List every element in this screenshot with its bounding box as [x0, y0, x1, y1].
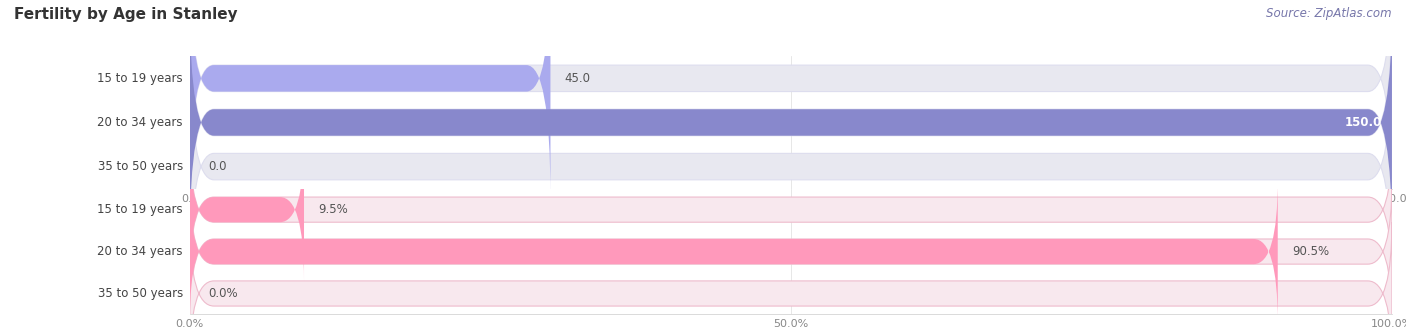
Text: 90.5%: 90.5%: [1292, 245, 1329, 258]
Text: 15 to 19 years: 15 to 19 years: [97, 72, 183, 85]
Text: 20 to 34 years: 20 to 34 years: [97, 116, 183, 129]
FancyBboxPatch shape: [190, 0, 551, 198]
Text: 45.0: 45.0: [565, 72, 591, 85]
Text: 150.0: 150.0: [1346, 116, 1382, 129]
Text: Fertility by Age in Stanley: Fertility by Age in Stanley: [14, 7, 238, 22]
FancyBboxPatch shape: [190, 0, 1392, 198]
Text: 20 to 34 years: 20 to 34 years: [97, 245, 183, 258]
FancyBboxPatch shape: [190, 222, 1392, 331]
Text: 9.5%: 9.5%: [318, 203, 349, 216]
FancyBboxPatch shape: [190, 47, 1392, 286]
FancyBboxPatch shape: [190, 3, 1392, 242]
Text: 0.0%: 0.0%: [208, 287, 238, 300]
FancyBboxPatch shape: [190, 138, 1392, 281]
Text: 0.0: 0.0: [208, 160, 226, 173]
Text: Source: ZipAtlas.com: Source: ZipAtlas.com: [1267, 7, 1392, 20]
FancyBboxPatch shape: [190, 3, 1392, 242]
FancyBboxPatch shape: [190, 180, 1392, 323]
FancyBboxPatch shape: [190, 138, 304, 281]
Text: 35 to 50 years: 35 to 50 years: [97, 160, 183, 173]
Text: 35 to 50 years: 35 to 50 years: [97, 287, 183, 300]
Text: 15 to 19 years: 15 to 19 years: [97, 203, 183, 216]
FancyBboxPatch shape: [190, 180, 1278, 323]
